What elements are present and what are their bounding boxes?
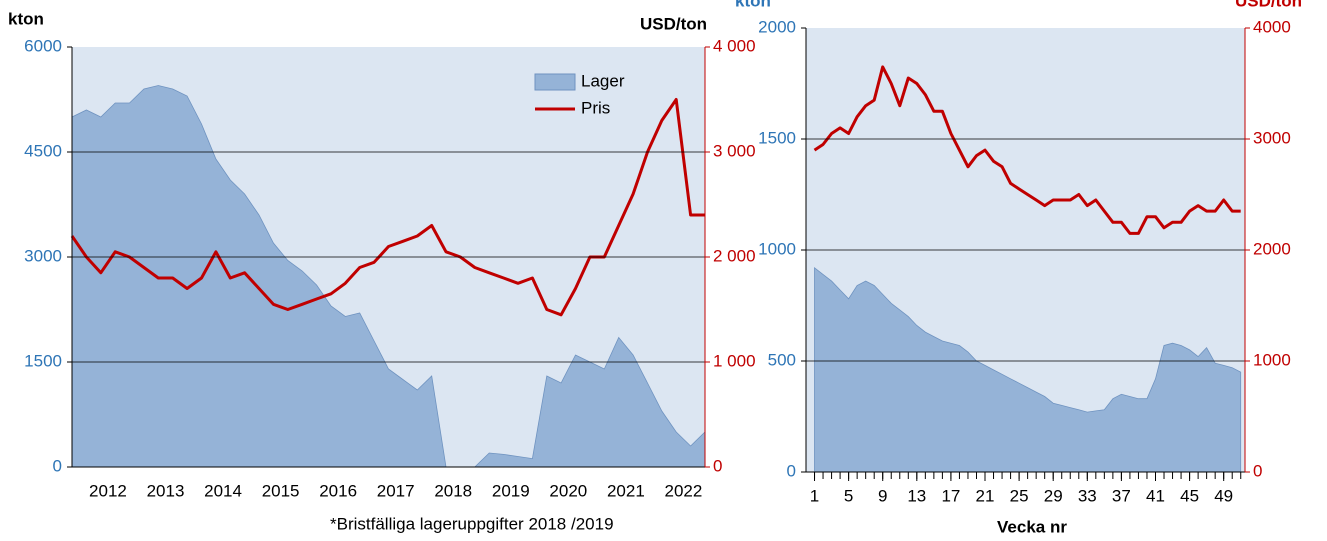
y-axis-title: kton (8, 9, 44, 28)
y-tick-label: 1000 (758, 239, 796, 258)
x-tick-label: 2015 (262, 481, 300, 500)
y2-axis-title: USD/ton (640, 14, 707, 33)
y2-tick-label: 1000 (1253, 350, 1291, 369)
y-tick-label: 0 (787, 461, 796, 480)
y-tick-label: 0 (53, 456, 62, 475)
x-tick-label: 5 (844, 486, 853, 505)
y2-tick-label: 3000 (1253, 128, 1291, 147)
y-tick-label: 500 (768, 350, 796, 369)
y2-tick-label: 3 000 (713, 141, 756, 160)
x-tick-label: 2013 (147, 481, 185, 500)
x-tick-label: 45 (1180, 486, 1199, 505)
y-tick-label: 2000 (758, 17, 796, 36)
x-tick-label: 2016 (319, 481, 357, 500)
legend-swatch (534, 73, 576, 91)
x-tick-label: 37 (1112, 486, 1131, 505)
x-tick-label: 2020 (549, 481, 587, 500)
y2-tick-label: 1 000 (713, 351, 756, 370)
y2-tick-label: 2000 (1253, 239, 1291, 258)
x-tick-label: 2022 (665, 481, 703, 500)
y2-axis-title: USD/ton (1235, 0, 1302, 10)
line (813, 65, 1241, 235)
area (71, 85, 706, 468)
x-tick-label: 9 (878, 486, 887, 505)
x-tick-label: 2021 (607, 481, 645, 500)
x-tick-label: 49 (1214, 486, 1233, 505)
y-axis-title: kton (735, 0, 771, 10)
y-tick-label: 6000 (24, 36, 62, 55)
y-tick-label: 1500 (758, 128, 796, 147)
x-tick-label: 2018 (434, 481, 472, 500)
x-tick-label: 13 (907, 486, 926, 505)
y-tick-label: 4500 (24, 141, 62, 160)
legend-label: Pris (581, 98, 610, 117)
y2-tick-label: 0 (713, 456, 722, 475)
x-axis-title: Vecka nr (997, 517, 1067, 536)
x-tick-label: 41 (1146, 486, 1165, 505)
x-tick-label: 29 (1044, 486, 1063, 505)
area (814, 266, 1242, 473)
y2-tick-label: 4000 (1253, 17, 1291, 36)
x-tick-label: 17 (941, 486, 960, 505)
footnote: *Bristfälliga lageruppgifter 2018 /2019 (330, 514, 614, 533)
x-tick-label: 2019 (492, 481, 530, 500)
y2-tick-label: 4 000 (713, 36, 756, 55)
y-tick-label: 1500 (24, 351, 62, 370)
x-tick-label: 21 (976, 486, 995, 505)
x-tick-label: 1 (810, 486, 819, 505)
y-tick-label: 3000 (24, 246, 62, 265)
x-tick-label: 25 (1010, 486, 1029, 505)
y2-tick-label: 0 (1253, 461, 1262, 480)
y2-tick-label: 2 000 (713, 246, 756, 265)
x-tick-label: 2012 (89, 481, 127, 500)
x-tick-label: 2017 (377, 481, 415, 500)
legend-label: Lager (581, 71, 625, 90)
x-tick-label: 33 (1078, 486, 1097, 505)
x-tick-label: 2014 (204, 481, 242, 500)
